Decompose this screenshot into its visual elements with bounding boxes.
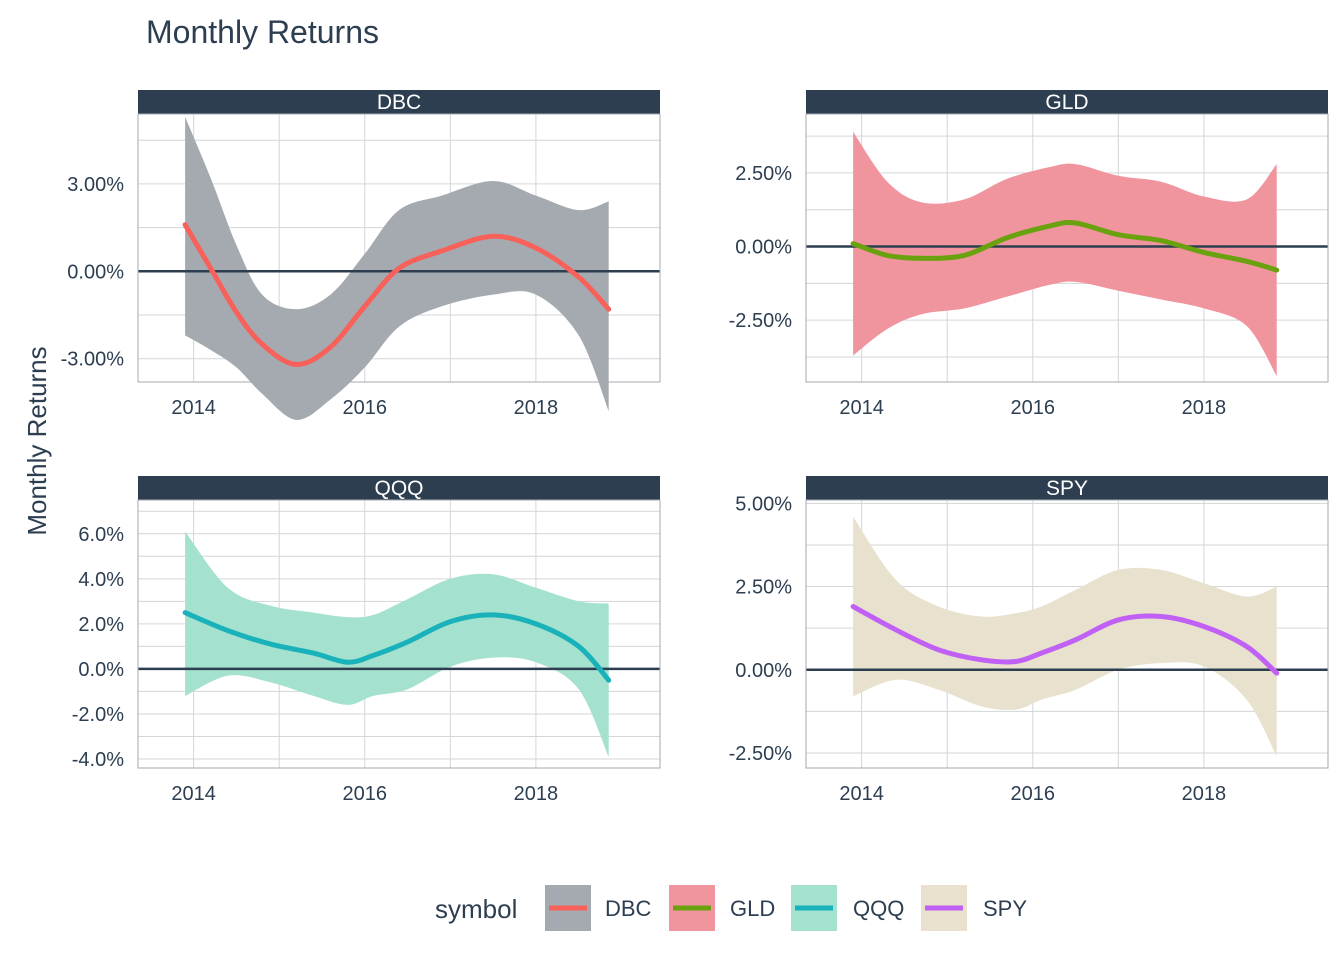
trend-line-gld xyxy=(850,219,1280,273)
facet-strip-label: SPY xyxy=(1046,477,1088,500)
facet-strip xyxy=(806,90,1328,114)
y-tick-label: -3.00% xyxy=(61,349,125,371)
panel-border xyxy=(137,113,661,383)
panel-dbc: DBC 3.00% 0.00% -3.00% 2014 2016 2018 xyxy=(61,90,661,420)
panel-border xyxy=(137,499,661,769)
y-tick-label: -2.0% xyxy=(72,704,124,726)
facet-strip xyxy=(138,476,660,500)
panel-border xyxy=(805,499,1329,769)
chart-title: Monthly Returns xyxy=(146,14,379,50)
legend-item-dbc: DBC xyxy=(545,885,652,931)
y-tick-label: 0.00% xyxy=(735,660,792,682)
legend-label: DBC xyxy=(605,896,652,921)
legend-title: symbol xyxy=(435,894,517,924)
legend-item-spy: SPY xyxy=(921,885,1027,931)
y-tick-label: 2.0% xyxy=(78,614,124,636)
x-tick-label: 2018 xyxy=(1182,783,1227,805)
trend-line-qqq xyxy=(182,610,612,683)
x-tick-label: 2014 xyxy=(171,397,216,419)
x-tick-label: 2018 xyxy=(514,397,559,419)
confidence-band-spy xyxy=(853,516,1277,757)
y-tick-label: 0.00% xyxy=(67,261,124,283)
y-tick-label: 2.50% xyxy=(735,163,792,185)
facet-strip xyxy=(138,90,660,114)
y-tick-label: 0.00% xyxy=(735,237,792,259)
facet-strip-label: GLD xyxy=(1045,91,1088,114)
facet-strip xyxy=(806,476,1328,500)
y-tick-label: -2.50% xyxy=(729,743,793,765)
x-tick-label: 2016 xyxy=(1011,397,1056,419)
facet-panels: DBC 3.00% 0.00% -3.00% 2014 2016 2018 GLD 2.50% 0… xyxy=(61,90,1329,805)
facet-strip-label: DBC xyxy=(377,91,421,114)
panel-gld: GLD 2.50% 0.00% -2.50% 2014 2016 2018 xyxy=(729,90,1329,419)
x-tick-label: 2014 xyxy=(839,783,884,805)
legend-label: GLD xyxy=(730,896,775,921)
trend-line-spy xyxy=(850,604,1280,676)
y-tick-label: -4.0% xyxy=(72,749,124,771)
legend-label: SPY xyxy=(983,896,1027,921)
trend-line-dbc xyxy=(182,222,612,367)
x-tick-label: 2016 xyxy=(343,397,388,419)
x-tick-label: 2018 xyxy=(514,783,559,805)
x-tick-label: 2018 xyxy=(1182,397,1227,419)
x-tick-label: 2014 xyxy=(171,783,216,805)
legend-item-qqq: QQQ xyxy=(791,885,904,931)
x-tick-label: 2016 xyxy=(1011,783,1056,805)
x-tick-label: 2016 xyxy=(343,783,388,805)
panel-qqq: QQQ 6.0% 4.0% 2.0% 0.0% -2.0% -4.0% 2014 2016 201… xyxy=(72,476,661,805)
panel-spy: SPY 5.00% 2.50% 0.00% -2.50% 2014 2016 2018 xyxy=(729,476,1329,805)
legend-label: QQQ xyxy=(853,896,904,921)
legend-item-gld: GLD xyxy=(669,885,775,931)
panel-border xyxy=(805,113,1329,383)
y-tick-label: 3.00% xyxy=(67,174,124,196)
y-tick-label: 6.0% xyxy=(78,524,124,546)
legend: symbol DBC GLD QQQ SPY xyxy=(435,885,1027,931)
y-tick-label: -2.50% xyxy=(729,310,793,332)
y-tick-label: 2.50% xyxy=(735,577,792,599)
y-axis-label: Monthly Returns xyxy=(22,346,52,535)
x-tick-label: 2014 xyxy=(839,397,884,419)
y-tick-label: 5.00% xyxy=(735,493,792,515)
facet-strip-label: QQQ xyxy=(374,477,423,500)
confidence-band-gld xyxy=(853,131,1277,377)
y-tick-label: 0.0% xyxy=(78,659,124,681)
y-tick-label: 4.0% xyxy=(78,569,124,591)
